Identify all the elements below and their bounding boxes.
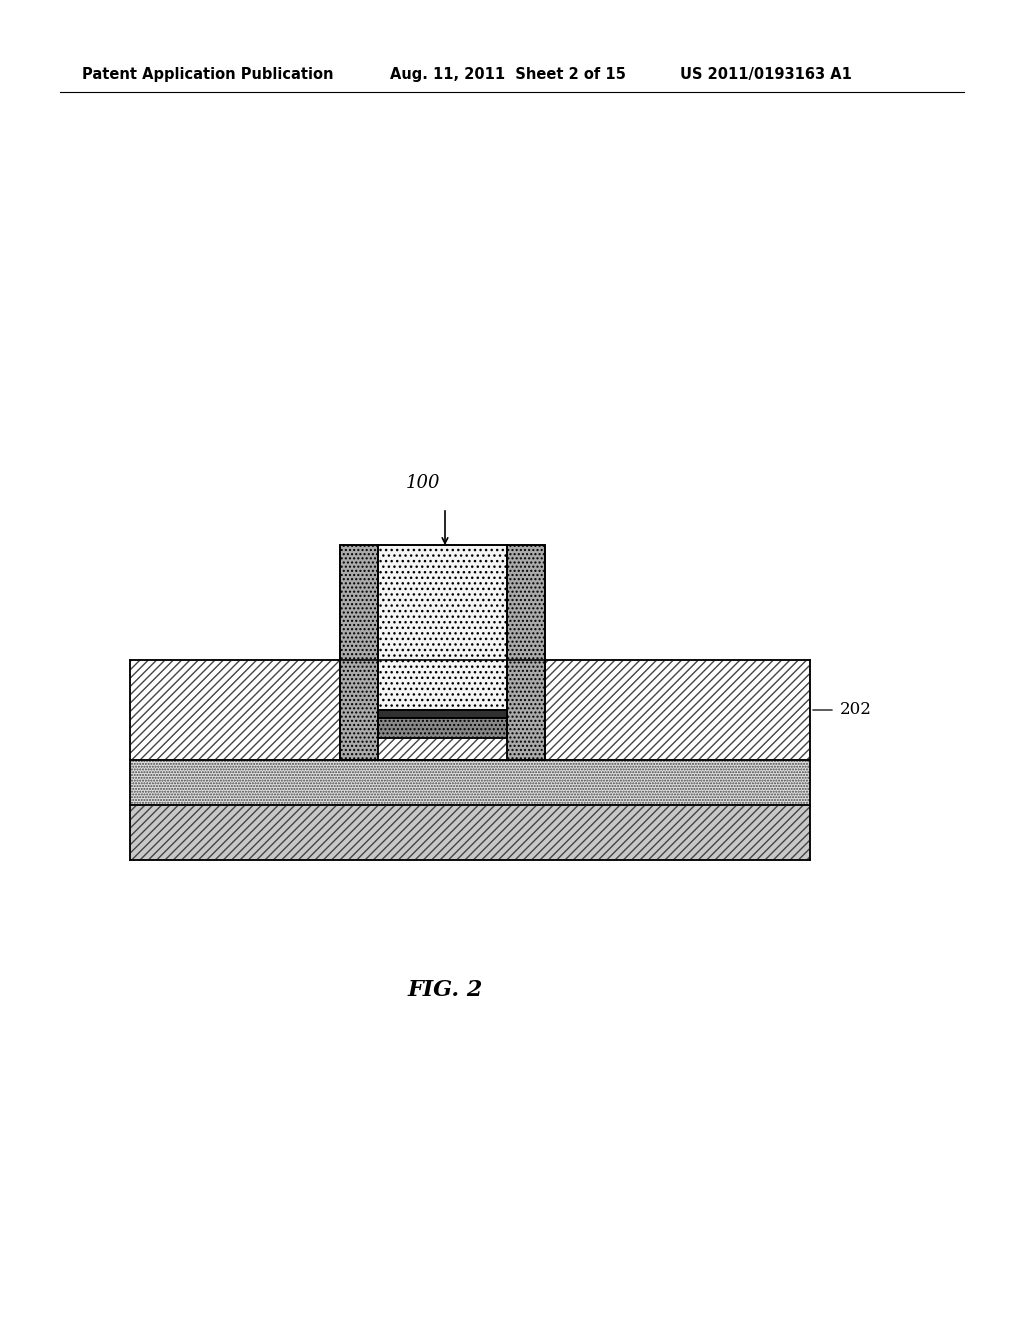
Text: 100: 100 (406, 474, 440, 492)
Text: FIG. 2: FIG. 2 (408, 979, 482, 1001)
Text: 202: 202 (840, 701, 871, 718)
Bar (378, 710, 507, 718)
Bar (378, 718, 507, 738)
Bar (340, 545, 378, 760)
Bar (378, 738, 507, 760)
Bar (507, 545, 545, 760)
Text: Aug. 11, 2011  Sheet 2 of 15: Aug. 11, 2011 Sheet 2 of 15 (390, 67, 626, 82)
Bar (340, 545, 545, 760)
Text: Patent Application Publication: Patent Application Publication (82, 67, 334, 82)
Text: US 2011/0193163 A1: US 2011/0193163 A1 (680, 67, 852, 82)
Bar (130, 660, 810, 760)
Bar (130, 805, 810, 861)
Bar (130, 760, 810, 805)
Bar (378, 545, 507, 710)
